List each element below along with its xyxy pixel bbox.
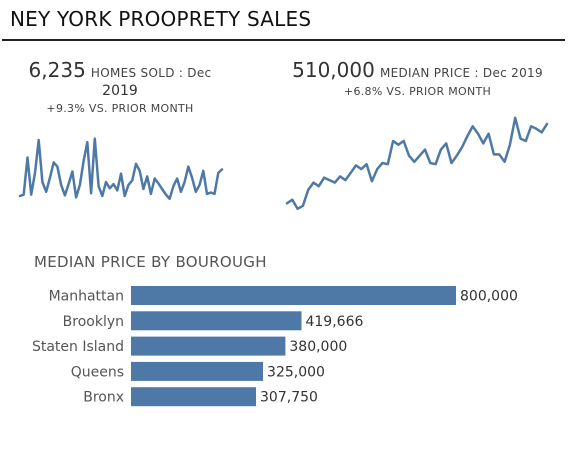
bar-value-queens: 325,000 [267, 364, 325, 380]
borough-label-brooklyn: Brooklyn [63, 314, 124, 330]
homes-sold-series-line [18, 137, 224, 201]
bar-brooklyn[interactable] [131, 311, 302, 331]
homes-sold-sparkline [18, 137, 224, 201]
median-price-value: 510,000 [292, 58, 375, 82]
borough-label-queens: Queens [71, 364, 124, 380]
homes-sold-value: 6,235 [28, 58, 86, 82]
bar-chart-title: MEDIAN PRICE BY BOUROUGH [34, 253, 267, 271]
bar-queens[interactable] [131, 361, 263, 381]
homes-sold-label-year: 2019 [102, 83, 138, 99]
bar-value-manhattan: 800,000 [460, 289, 518, 305]
borough-label-bronx: Bronx [83, 390, 124, 406]
median-price-series-line [285, 116, 549, 211]
homes-sold-label: HOMES SOLD : Dec [90, 66, 212, 80]
median-price-kpi: 510,000 MEDIAN PRICE : Dec 2019 +6.8% VS… [285, 58, 550, 98]
bar-bronx[interactable] [131, 387, 256, 407]
bar-manhattan[interactable] [131, 286, 456, 305]
borough-label-manhattan: Manhattan [49, 289, 124, 305]
borough-bar-chart: Manhattan 800,000 Brooklyn 419,666 Staten Is… [32, 286, 518, 407]
homes-sold-change: +9.3% VS. PRIOR MONTH [46, 102, 194, 115]
bar-value-bronx: 307,750 [260, 390, 318, 406]
dashboard-title: NEY YORK PROOPRETY SALES [10, 7, 312, 31]
title-divider [2, 39, 565, 41]
median-price-label: MEDIAN PRICE : Dec 2019 [379, 66, 543, 80]
median-price-change: +6.8% VS. PRIOR MONTH [343, 85, 492, 98]
bar-value-brooklyn: 419,666 [305, 314, 363, 330]
bar-value-staten-island: 380,000 [289, 339, 347, 355]
bar-staten-island[interactable] [131, 336, 286, 356]
homes-sold-kpi: 6,235 HOMES SOLD : Dec 2019 +9.3% VS. PR… [15, 58, 225, 115]
median-price-sparkline [285, 116, 549, 211]
borough-label-staten-island: Staten Island [32, 339, 124, 355]
